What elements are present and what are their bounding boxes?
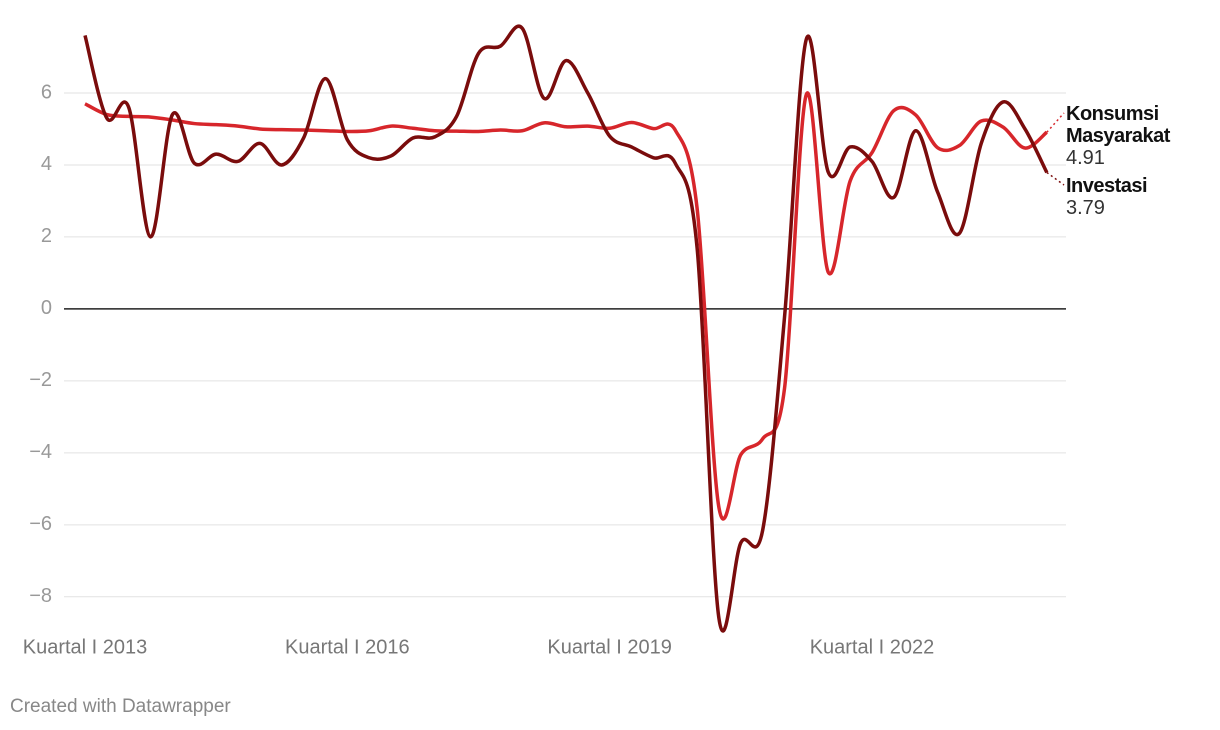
y-tick-label: 4	[41, 153, 52, 175]
label-connector	[1046, 112, 1065, 133]
y-tick-label: −8	[29, 585, 52, 607]
x-tick-label: Kuartal I 2022	[810, 636, 935, 658]
y-tick-label: −4	[29, 441, 52, 463]
label-connector	[1046, 171, 1065, 186]
end-value: 4.91	[1066, 147, 1105, 169]
end-label: Konsumsi Masyarakat 4.91	[1066, 103, 1206, 169]
y-tick-label: 2	[41, 225, 52, 247]
footer: Created with Datawrapper	[10, 696, 231, 717]
end-value: 3.79	[1066, 197, 1105, 219]
y-tick-label: 0	[41, 297, 52, 319]
end-label: Investasi 3.79	[1066, 175, 1206, 219]
x-tick-label: Kuartal I 2013	[23, 636, 148, 658]
series-line	[84, 91, 1048, 521]
y-tick-label: −2	[29, 369, 52, 391]
y-tick-label: 6	[41, 81, 52, 103]
series-line	[83, 24, 1049, 633]
x-tick-label: Kuartal I 2016	[285, 636, 410, 658]
series-name: Konsumsi Masyarakat	[1066, 103, 1170, 147]
series-name: Investasi	[1066, 175, 1148, 197]
y-tick-label: −6	[29, 513, 52, 535]
x-tick-label: Kuartal I 2019	[547, 636, 672, 658]
